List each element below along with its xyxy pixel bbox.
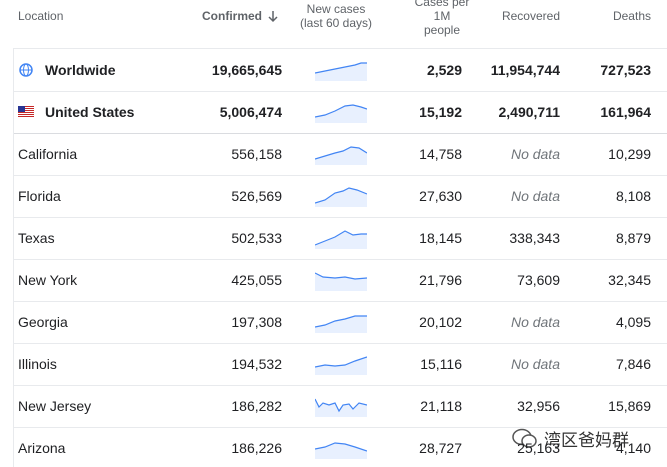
separator [14, 217, 667, 218]
confirmed: 19,665,645 [211, 62, 282, 78]
recovered: 11,954,744 [490, 62, 560, 78]
deaths: 4,095 [615, 314, 651, 330]
separator [14, 385, 667, 386]
separator [14, 175, 667, 176]
cases-per-1m: 21,118 [420, 398, 462, 414]
confirmed: 194,532 [231, 356, 282, 372]
recovered: No data [510, 314, 560, 330]
cases-per-1m: 18,145 [419, 230, 462, 246]
location: United States [45, 104, 135, 120]
cases-per-1m: 27,630 [419, 188, 462, 204]
location: New York [18, 272, 78, 288]
cases-per-1m: 21,796 [419, 272, 462, 288]
cases-per-1m: 2,529 [426, 62, 462, 78]
confirmed: 425,055 [231, 272, 282, 288]
separator [14, 301, 667, 302]
header-location[interactable]: Location [18, 9, 64, 23]
deaths: 8,879 [615, 230, 651, 246]
recovered: No data [510, 188, 560, 204]
cases-per-1m: 28,727 [419, 440, 462, 456]
sparkline [315, 356, 367, 375]
recovered: 25,163 [517, 440, 560, 456]
recovered: 32,956 [517, 398, 560, 414]
cases-per-1m: 20,102 [419, 314, 462, 330]
header-new-cases: New cases (last 60 days) [299, 2, 373, 30]
confirmed: 197,308 [231, 314, 282, 330]
confirmed: 502,533 [231, 230, 282, 246]
watermark: 湾区爸妈群 [512, 424, 662, 452]
watermark-text: 湾区爸妈群 [544, 430, 629, 451]
confirmed: 556,158 [231, 146, 282, 162]
sparkline [315, 230, 367, 249]
deaths: 8,108 [615, 188, 651, 204]
deaths: 727,523 [600, 62, 651, 78]
recovered: No data [510, 146, 560, 162]
recovered: 338,343 [509, 230, 560, 246]
sort-arrow[interactable] [266, 9, 280, 23]
left-border [13, 48, 14, 467]
location: Texas [18, 230, 55, 246]
sparkline [315, 272, 367, 291]
header-deaths[interactable]: Deaths [612, 9, 651, 23]
recovered: 2,490,711 [498, 104, 560, 120]
deaths: 10,299 [608, 146, 651, 162]
recovered: 73,609 [517, 272, 560, 288]
watermark-icon [512, 428, 537, 448]
location: New Jersey [18, 398, 92, 414]
sparkline [315, 146, 367, 165]
separator [14, 133, 667, 134]
deaths: 7,846 [615, 356, 651, 372]
location: Arizona [18, 440, 66, 456]
separator [14, 48, 667, 49]
sparkline [315, 398, 367, 417]
separator [14, 343, 667, 344]
deaths: 4,140 [615, 440, 651, 456]
us-flag-icon [18, 106, 34, 118]
sparkline [315, 315, 367, 333]
location: Georgia [18, 314, 68, 330]
sparkline [315, 187, 367, 207]
header-confirmed[interactable]: Confirmed [202, 9, 262, 23]
cases-per-1m: 14,758 [419, 146, 462, 162]
sparkline [315, 442, 367, 459]
confirmed: 526,569 [231, 188, 282, 204]
deaths: 15,869 [608, 398, 651, 414]
separator [14, 91, 667, 92]
confirmed: 186,226 [231, 440, 282, 456]
separator [14, 259, 667, 260]
globe-icon [19, 63, 33, 77]
cases-per-1m: 15,116 [420, 356, 462, 372]
sparkline [315, 104, 367, 123]
deaths: 161,964 [600, 104, 651, 120]
header-recovered[interactable]: Recovered [501, 9, 560, 23]
confirmed: 5,006,474 [219, 104, 282, 120]
location: Worldwide [45, 62, 116, 78]
separator [14, 427, 667, 428]
confirmed: 186,282 [231, 398, 282, 414]
location: California [18, 146, 78, 162]
sparkline [315, 62, 367, 81]
recovered: No data [510, 356, 560, 372]
header-cases-per-1m[interactable]: Cases per 1M people [414, 0, 470, 37]
location: Illinois [18, 356, 57, 372]
deaths: 32,345 [608, 272, 651, 288]
location: Florida [18, 188, 61, 204]
cases-per-1m: 15,192 [419, 104, 462, 120]
